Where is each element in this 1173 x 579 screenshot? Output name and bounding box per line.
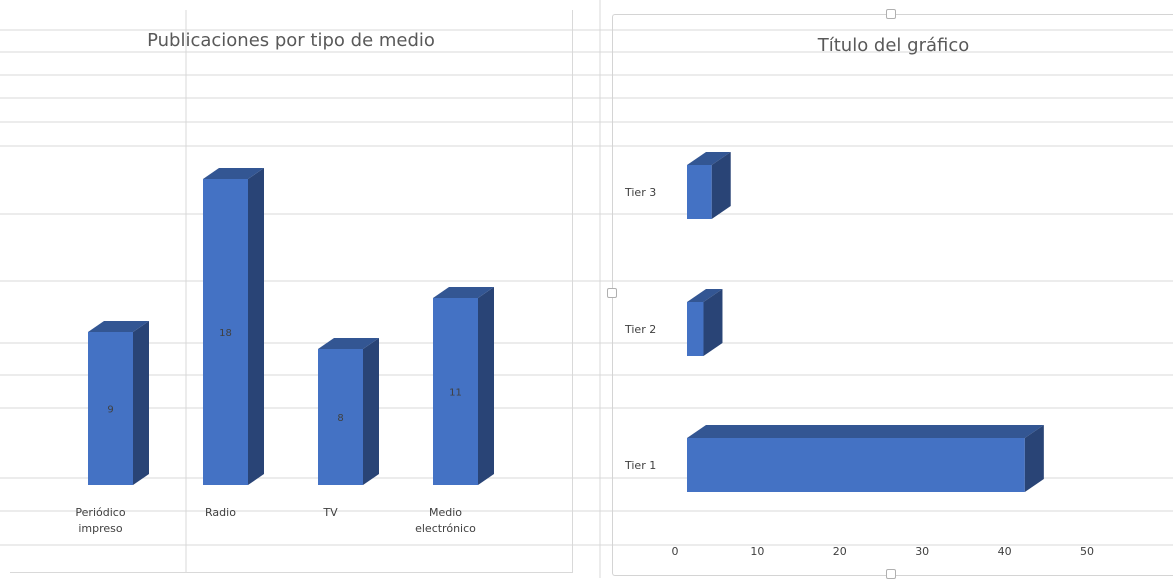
- column-bar[interactable]: [433, 287, 494, 485]
- publications-chart[interactable]: Publicaciones por tipo de medio 9 Periódi…: [10, 10, 573, 573]
- x-tick-label: 40: [998, 545, 1012, 558]
- x-tick-label: 0: [672, 545, 679, 558]
- tier-chart-plot: Tier 1 Tier 2 Tier 3 0 10 20 30 40 50: [624, 152, 1094, 558]
- x-tick-label: 10: [750, 545, 764, 558]
- x-tick-label: 20: [833, 545, 847, 558]
- data-label: 8: [337, 413, 343, 424]
- x-tick-label: 50: [1080, 545, 1094, 558]
- data-label: 11: [449, 388, 462, 399]
- column-bar[interactable]: [88, 321, 149, 485]
- tier-chart[interactable]: Título del gráfico Tier 1 Tier 2 Tier 3 0 10…: [612, 14, 1173, 576]
- category-label: Periódico: [75, 506, 125, 519]
- x-tick-label: 30: [915, 545, 929, 558]
- resize-handle-left[interactable]: [607, 288, 617, 298]
- category-label: TV: [322, 506, 338, 519]
- category-label: impreso: [78, 522, 123, 535]
- category-label: electrónico: [415, 522, 476, 535]
- horizontal-bar[interactable]: [687, 425, 1044, 492]
- chart-title: Título del gráfico: [817, 35, 970, 56]
- category-label: Tier 3: [624, 186, 656, 199]
- category-label: Medio: [429, 506, 462, 519]
- chart-title: Publicaciones por tipo de medio: [147, 30, 435, 51]
- column-bar[interactable]: [318, 338, 379, 485]
- resize-handle-top[interactable]: [886, 9, 896, 19]
- data-label: 18: [219, 328, 232, 339]
- category-label: Radio: [205, 506, 236, 519]
- horizontal-bar[interactable]: [687, 289, 723, 356]
- column-bar[interactable]: [203, 168, 264, 485]
- publications-chart-plot: 9 Periódico impreso 18 Radio 8 TV 11 Medio electr…: [75, 168, 494, 535]
- horizontal-bar[interactable]: [687, 152, 731, 219]
- category-label: Tier 1: [624, 459, 656, 472]
- category-label: Tier 2: [624, 323, 656, 336]
- data-label: 9: [107, 405, 113, 416]
